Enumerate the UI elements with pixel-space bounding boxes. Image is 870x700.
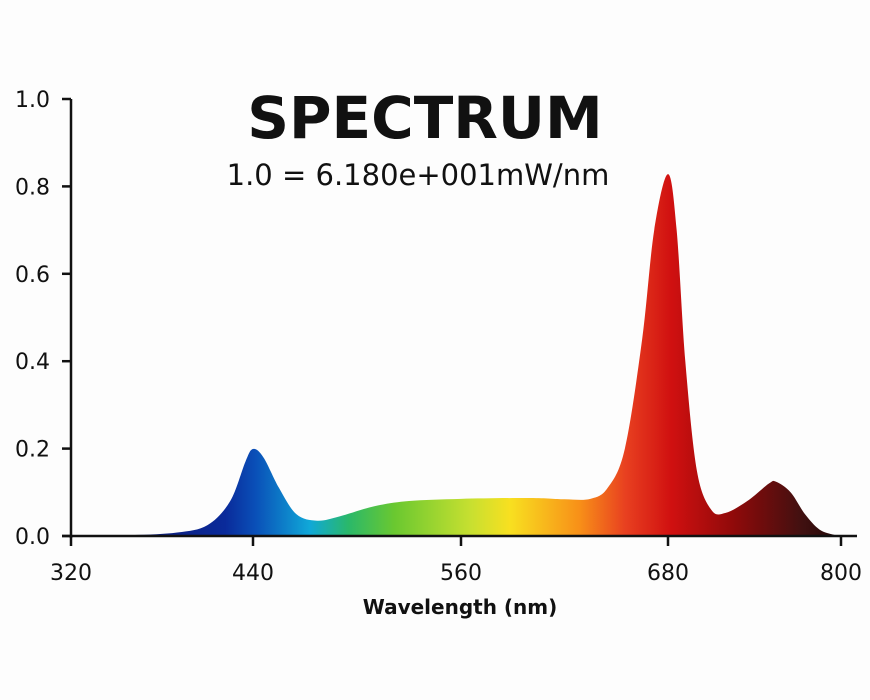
x-tick-label: 800 (820, 561, 862, 586)
y-tick-label: 1.0 (15, 88, 50, 113)
chart-title: SPECTRUM (247, 84, 603, 152)
x-tick-label: 680 (647, 561, 689, 586)
y-tick-label: 0.2 (15, 438, 50, 463)
y-tick-label: 0.4 (15, 350, 50, 375)
chart-subtitle: 1.0 = 6.180e+001mW/nm (227, 158, 610, 192)
x-axis-label: Wavelength (nm) (363, 595, 558, 619)
x-tick-label: 320 (50, 561, 92, 586)
x-tick-label: 440 (232, 561, 274, 586)
y-tick-label: 0.6 (15, 263, 50, 288)
y-tick-label: 0.0 (15, 525, 50, 550)
spectrum-area (71, 174, 841, 536)
x-tick-label: 560 (440, 561, 482, 586)
y-tick-label: 0.8 (15, 175, 50, 200)
